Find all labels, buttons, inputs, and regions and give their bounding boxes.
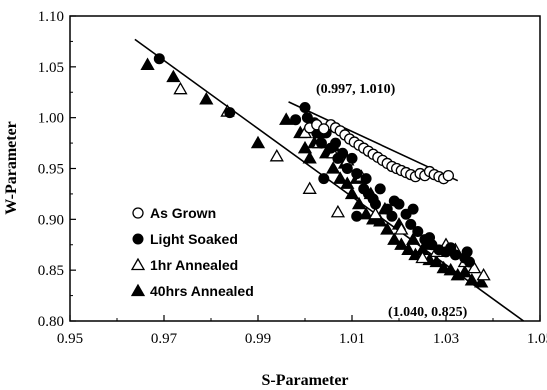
light-soaked-point <box>346 152 358 164</box>
y-tick-label: 0.80 <box>38 314 64 330</box>
x-axis-title: S-Parameter <box>261 372 348 389</box>
legend-marker-light-soaked <box>132 233 144 245</box>
legend-marker-1hr-annealed <box>130 257 146 271</box>
y-tick-label: 0.95 <box>38 162 64 178</box>
legend-marker-as-grown <box>132 207 144 219</box>
light-soaked-point <box>407 203 419 215</box>
40hrs-annealed-point <box>344 186 360 200</box>
40hrs-annealed-point <box>464 273 479 286</box>
y-tick-label: 0.85 <box>38 263 64 279</box>
40hrs-annealed-point <box>405 232 421 245</box>
legend-markers <box>130 207 146 297</box>
legend-label-light-soaked: Light Soaked <box>150 231 238 247</box>
light-soaked-point <box>351 168 363 180</box>
y-tick-label: 1.00 <box>38 111 64 127</box>
40hrs-annealed-point <box>394 237 409 250</box>
1hr-annealed-point <box>476 267 491 281</box>
annotation-upper: (0.997, 1.010) <box>316 82 396 97</box>
x-tick-label: 0.95 <box>57 331 83 347</box>
light-soaked-point <box>388 195 400 207</box>
y-tick-label: 1.10 <box>38 9 64 25</box>
40hrs-annealed-point <box>429 254 444 268</box>
light-soaked-point <box>351 210 363 222</box>
40hrs-annealed-point <box>474 275 489 288</box>
x-tick-label: 1.05 <box>527 331 547 347</box>
legend-label-40hrs-annealed: 40hrs Annealed <box>150 283 254 299</box>
x-tick-label: 0.99 <box>245 331 271 347</box>
y-axis-title: W-Parameter <box>3 121 20 215</box>
annotation-lower: (1.040, 0.825) <box>388 305 468 320</box>
y-tick-label: 1.05 <box>38 60 64 76</box>
light-soaked-point <box>374 183 386 195</box>
legend-label-as-grown: As Grown <box>150 205 216 221</box>
light-soaked-point <box>318 173 330 185</box>
light-soaked-point <box>386 210 398 222</box>
light-soaked-point <box>360 173 372 185</box>
light-soaked-point <box>224 107 236 119</box>
40hrs-annealed-point <box>373 214 388 227</box>
40hrs-annealed-point <box>351 196 367 210</box>
40hrs-annealed-point <box>302 151 317 164</box>
40hrs-annealed-point <box>166 69 181 83</box>
40hrs-annealed-point <box>401 242 416 255</box>
as-grown-point <box>318 123 330 135</box>
light-soaked-point <box>461 246 473 258</box>
1hr-annealed-point <box>269 148 284 162</box>
y-tick-label: 0.90 <box>38 212 64 228</box>
light-soaked-point <box>370 198 381 210</box>
40hrs-annealed-point <box>333 171 348 184</box>
x-axis: 0.95 0.97 0.99 1.01 1.03 1.05 <box>57 315 547 347</box>
light-soaked-point <box>464 256 475 268</box>
40hrs-annealed-point <box>457 264 472 278</box>
light-soaked-point <box>299 102 311 113</box>
1hr-annealed-point <box>368 206 383 220</box>
40hrs-annealed-point <box>326 161 341 174</box>
light-soaked-point <box>153 53 165 65</box>
data-points <box>140 53 491 288</box>
1hr-annealed-point <box>302 181 317 194</box>
legend: As Grown Light Soaked 1hr Annealed 40hrs… <box>130 205 254 299</box>
40hrs-annealed-point <box>250 135 266 149</box>
light-soaked-point <box>330 137 342 149</box>
light-soaked-point <box>412 226 424 238</box>
y-axis: 0.80 0.85 0.90 0.95 1.00 1.05 1.10 <box>38 9 76 330</box>
1hr-annealed-point <box>173 81 188 95</box>
x-tick-label: 1.03 <box>433 331 459 347</box>
light-soaked-point <box>405 218 417 230</box>
light-soaked-point <box>315 137 327 149</box>
1hr-annealed-point <box>330 204 346 218</box>
40hrs-annealed-point <box>140 57 155 70</box>
40hrs-annealed-point <box>387 232 402 245</box>
light-soaked-point <box>341 163 353 174</box>
1hr-annealed-point <box>467 260 482 274</box>
1hr-annealed-point <box>415 250 430 264</box>
legend-label-1hr-annealed: 1hr Annealed <box>150 257 238 273</box>
x-tick-label: 0.97 <box>151 331 178 347</box>
40hrs-annealed-point <box>199 92 214 105</box>
legend-marker-40hrs-annealed <box>130 283 146 297</box>
40hrs-annealed-point <box>358 206 374 220</box>
light-soaked-point <box>424 232 436 244</box>
light-soaked-point <box>337 147 349 159</box>
light-soaked-point <box>362 188 374 200</box>
light-soaked-point <box>445 242 457 254</box>
light-soaked-point <box>290 114 302 126</box>
1hr-annealed-point <box>394 222 409 235</box>
x-tick-label: 1.01 <box>339 331 365 347</box>
40hrs-annealed-point <box>279 112 294 125</box>
as-grown-point <box>442 169 455 182</box>
40hrs-annealed-point <box>443 262 458 276</box>
40hrs-annealed-point <box>380 222 395 235</box>
